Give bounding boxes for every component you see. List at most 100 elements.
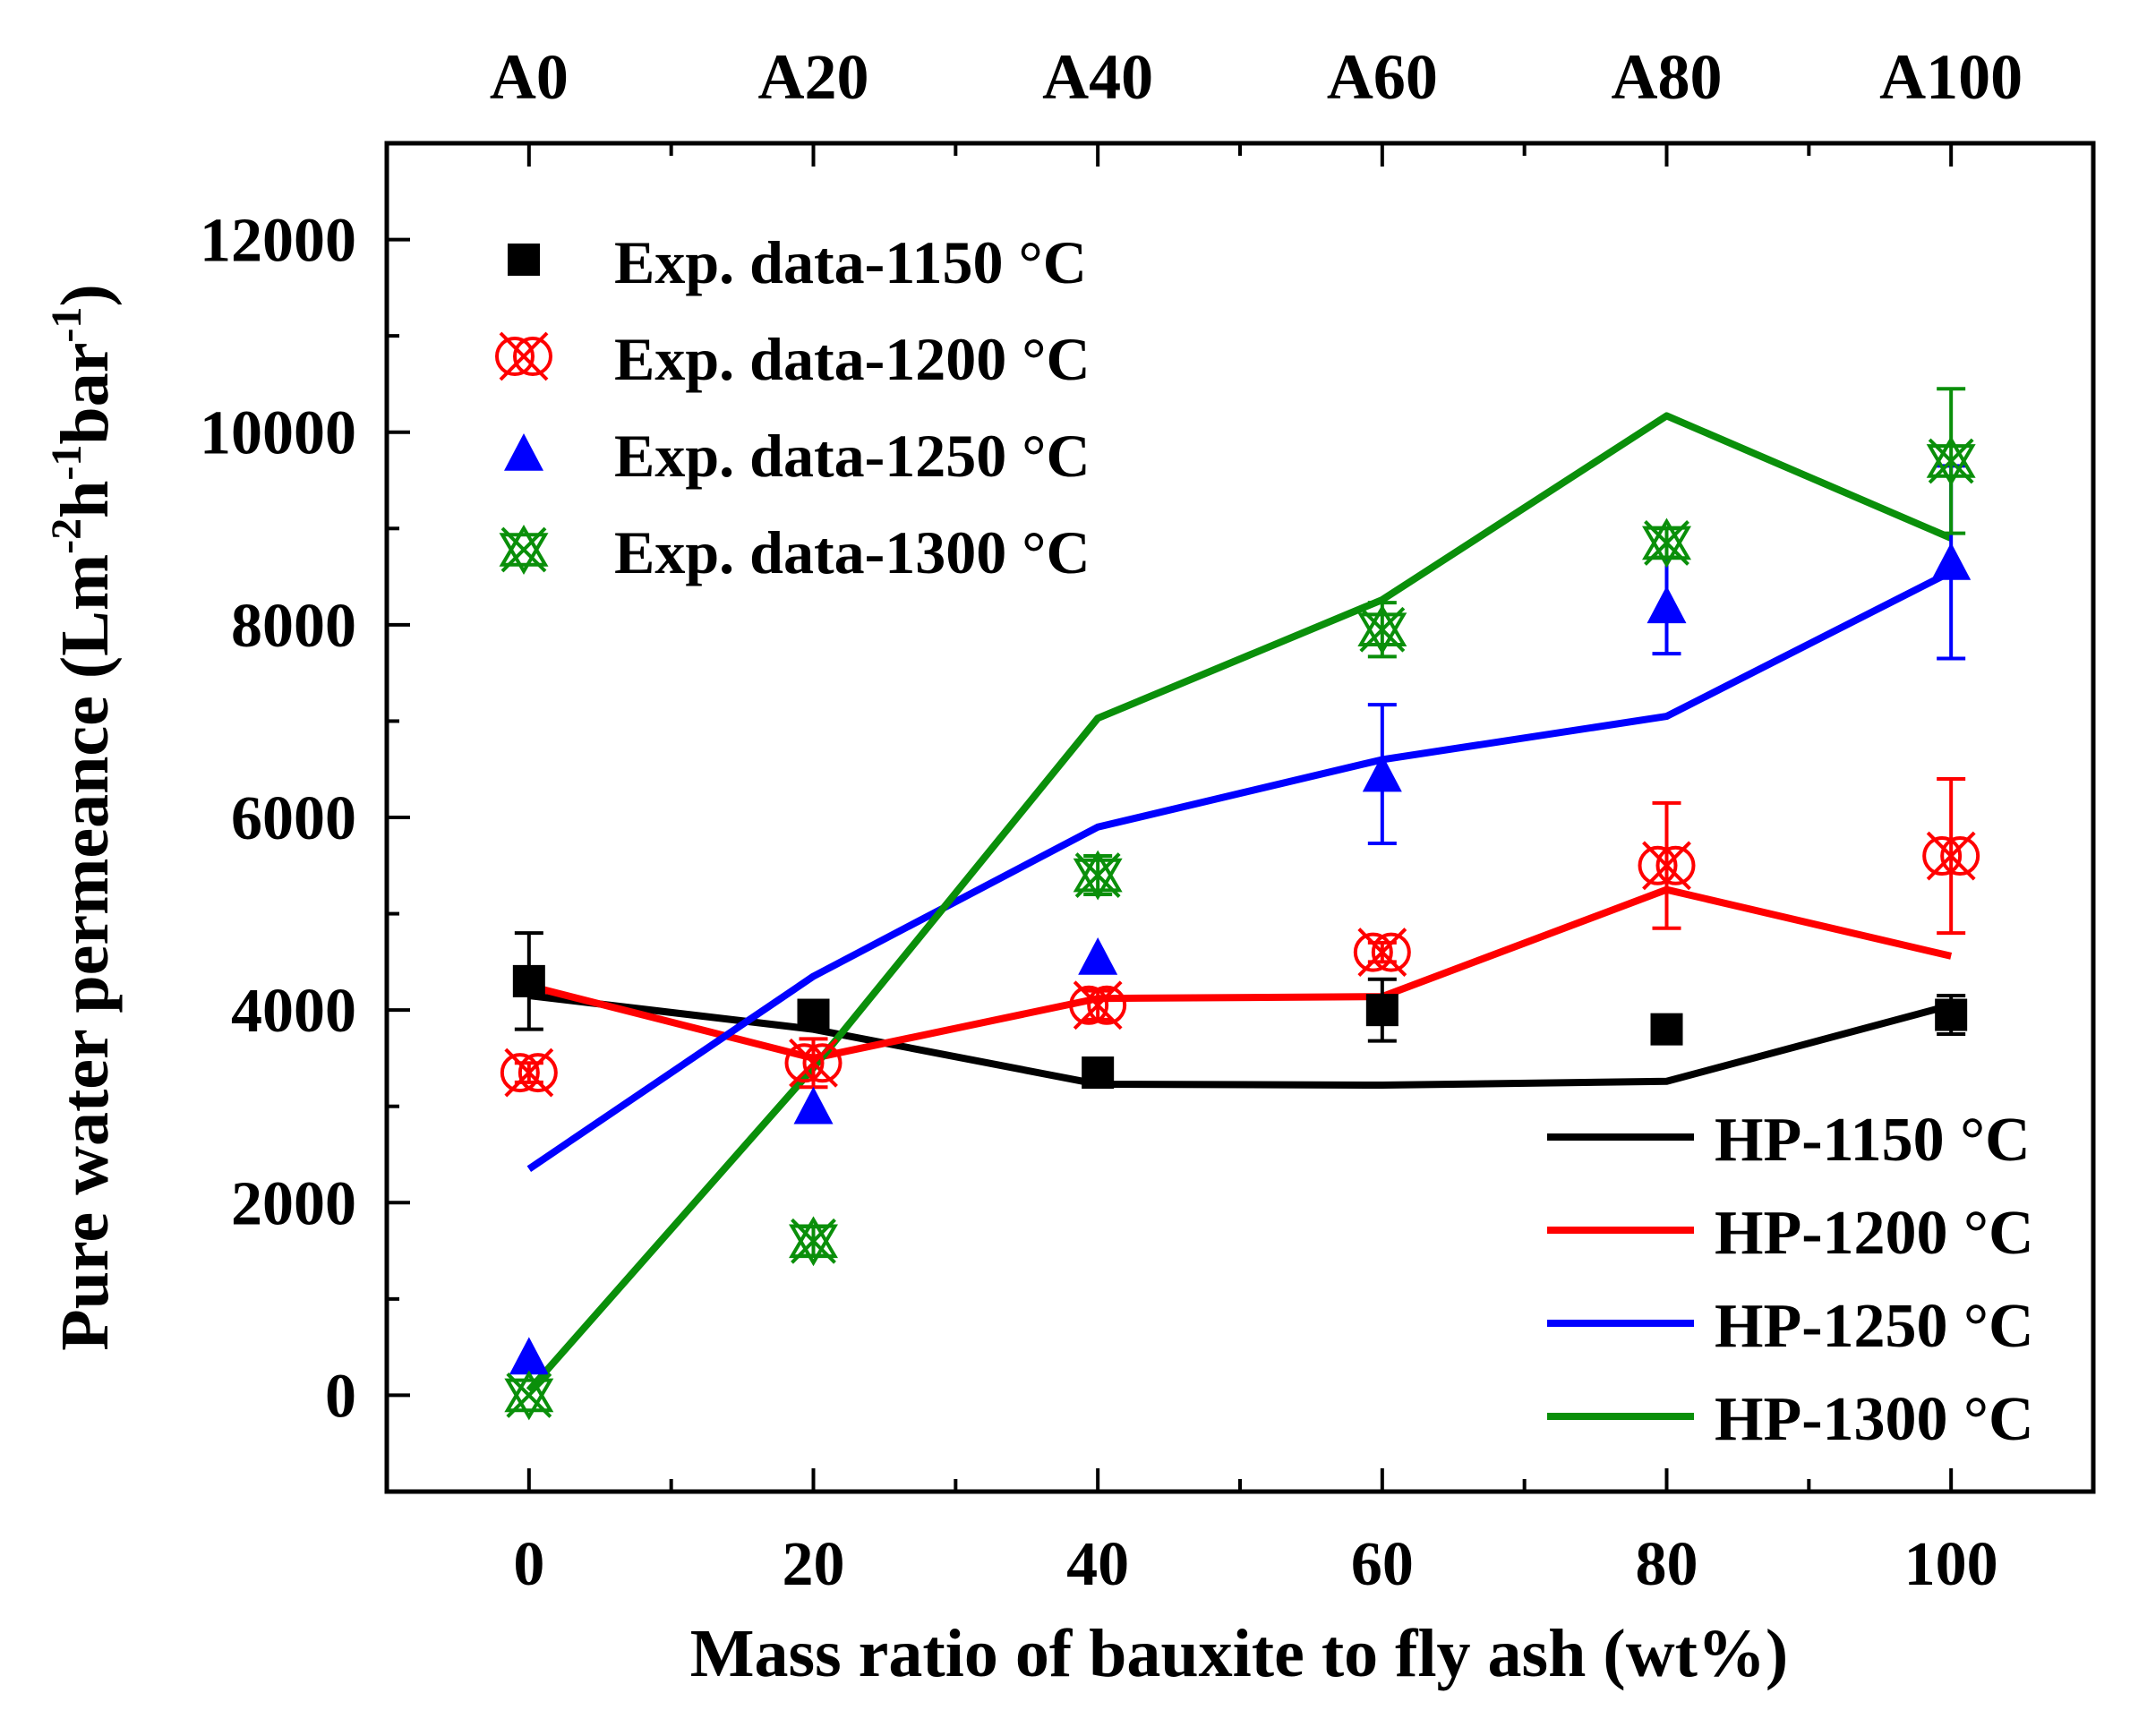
hp-series-line [527,885,1953,1062]
square-marker [508,244,540,276]
y-axis-title-mid2: bar [47,343,123,445]
x-tick-label: 20 [783,1530,845,1599]
y-axis-title-sup1: -2 [43,518,90,554]
x-axis-title: Mass ratio of bauxite to fly ash (wt%) [690,1616,1788,1691]
crossed-circle-marker [789,1038,838,1088]
triangle-marker [509,1337,549,1375]
crossed-circle-marker [1069,985,1109,1025]
y-tick-labels: 0 2000 4000 6000 8000 10000 12000 [200,207,356,1432]
square-marker [512,964,545,997]
crossed-triangle-marker [789,1216,838,1259]
legend-hp-label: HP-1300 °C [1715,1385,2034,1454]
y-tick-label: 10000 [200,399,356,468]
crossed-circle-marker [1922,836,1963,877]
y-axis-title-main: Pure water permeance (Lm [47,554,123,1351]
crossed-circle-marker [513,337,552,376]
legend-experimental: Exp. data-1150 °C Exp. data-1200 °C Exp. d… [495,228,1091,586]
triangle-marker [1078,936,1118,975]
square-marker [1365,994,1399,1027]
y-tick-label: 8000 [231,592,356,661]
top-tick-labels: A0 A20 A40 A60 A80 A100 [490,41,2023,113]
crossed-circle-marker [802,1043,843,1083]
legend-exp-label: Exp. data-1150 °C [614,228,1087,296]
legend-hp-label: HP-1200 °C [1715,1199,2034,1268]
crossed-circle-marker [1073,980,1123,1030]
hp-series-line [526,412,1953,1393]
crossed-triangle-marker [1642,526,1691,569]
legend-hp-label: HP-1250 °C [1715,1292,2034,1361]
y-axis-title-sup2: -1 [43,445,90,481]
crossed-circle-marker [495,337,535,376]
legend-exp-label: Exp. data-1300 °C [614,518,1091,586]
crossed-triangle-marker [1642,517,1691,560]
y-axis-title-sup3: -1 [43,307,90,343]
crossed-triangle-marker [789,1224,838,1267]
y-tick-label: 4000 [231,977,356,1046]
crossed-circle-marker [1642,841,1691,891]
crossed-circle-marker [1926,831,1976,881]
top-tick-label: A0 [490,41,569,113]
y-tick-label: 2000 [231,1169,356,1238]
y-tick-label: 12000 [200,207,356,276]
crossed-triangle-marker [1073,858,1123,901]
crossed-triangle-marker [499,525,549,567]
axis-ticks [387,143,1954,1493]
triangle-marker [793,1086,834,1125]
top-tick-label: A40 [1042,41,1153,113]
experimental-points [500,387,1980,1421]
x-tick-label: 60 [1351,1530,1414,1599]
y-tick-label: 6000 [231,784,356,853]
crossed-triangle-marker [506,1373,552,1418]
top-tick-label: A100 [1879,41,2023,113]
crossed-triangle-marker [1926,436,1976,478]
legend-exp-label: Exp. data-1250 °C [614,422,1091,490]
x-tick-label: 0 [513,1530,544,1599]
crossed-circle-marker [500,1053,540,1093]
top-tick-label: A60 [1327,41,1438,113]
square-marker [1935,998,1968,1031]
legend-hp-label: HP-1150 °C [1715,1106,2031,1175]
triangle-marker [1647,586,1687,624]
crossed-circle-marker [1638,845,1678,885]
hp-series-line [528,992,1953,1090]
legend-exp-label: Exp. data-1200 °C [614,325,1091,393]
crossed-triangle-marker [499,533,549,575]
triangle-marker [1362,754,1402,792]
crossed-triangle-marker [500,526,547,573]
x-tick-labels: 0 20 40 60 80 100 [513,1530,1997,1599]
crossed-circle-marker [1940,836,1980,877]
crossed-circle-marker [518,1053,558,1093]
square-marker [797,998,830,1031]
crossed-triangle-marker [1928,438,1974,484]
crossed-circle-marker [784,1043,825,1083]
crossed-circle-marker [1655,845,1696,885]
square-marker [1650,1013,1683,1046]
square-marker [1082,1056,1115,1090]
y-axis-title-mid1: h [47,481,123,518]
x-tick-label: 80 [1636,1530,1698,1599]
crossed-circle-marker [1087,985,1127,1025]
crossed-triangle-marker [1359,606,1406,653]
legend-hp-model: HP-1150 °C HP-1200 °C HP-1250 °C HP-1300 °C [1547,1106,2034,1454]
crossed-triangle-marker [1074,852,1121,898]
triangle-marker [1931,542,1972,580]
crossed-triangle-marker [1357,604,1407,647]
triangle-marker [504,433,543,471]
crossed-triangle-marker [1644,520,1689,566]
crossed-circle-marker [1353,932,1393,972]
x-tick-label: 100 [1904,1530,1998,1599]
crossed-circle-marker [499,331,549,381]
crossed-circle-marker [504,1048,554,1098]
x-tick-label: 40 [1066,1530,1129,1599]
crossed-triangle-marker [504,1370,554,1413]
y-axis-title: Pure water permeance (Lm-2h-1bar-1) [43,284,123,1350]
y-tick-label: 0 [325,1362,356,1431]
top-tick-label: A20 [758,41,869,113]
crossed-triangle-marker [791,1218,836,1264]
crossed-circle-marker [1371,932,1411,972]
hp-model-lines [526,412,1953,1393]
crossed-circle-marker [1357,928,1407,978]
crossed-triangle-marker [504,1378,554,1421]
top-tick-label: A80 [1612,41,1723,113]
